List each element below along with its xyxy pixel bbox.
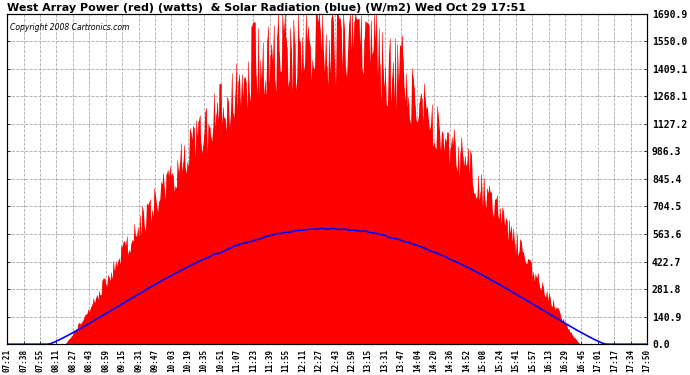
Text: Copyright 2008 Cartronics.com: Copyright 2008 Cartronics.com [10, 24, 130, 33]
Text: West Array Power (red) (watts)  & Solar Radiation (blue) (W/m2) Wed Oct 29 17:51: West Array Power (red) (watts) & Solar R… [8, 3, 526, 13]
